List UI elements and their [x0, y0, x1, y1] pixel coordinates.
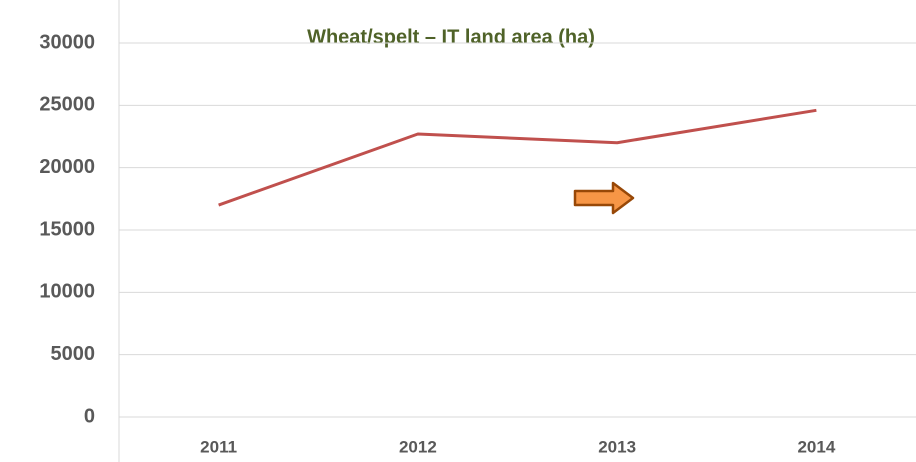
x-tick-label: 2011 [200, 437, 237, 456]
y-tick-label: 0 [84, 405, 95, 427]
y-tick-label: 25000 [39, 94, 95, 116]
x-tick-label: 2012 [399, 437, 437, 456]
y-tick-label: 5000 [51, 343, 96, 365]
y-tick-label: 20000 [39, 156, 95, 178]
y-tick-label: 10000 [39, 281, 95, 303]
y-tick-label: 15000 [39, 218, 95, 240]
chart-title: Wheat/spelt – IT land area (ha) [307, 26, 595, 48]
y-tick-label: 30000 [39, 31, 95, 53]
data-line [218, 108, 817, 207]
x-tick-label: 2013 [598, 437, 636, 456]
arrow-icon [573, 181, 635, 215]
x-tick-label: 2014 [797, 437, 835, 456]
